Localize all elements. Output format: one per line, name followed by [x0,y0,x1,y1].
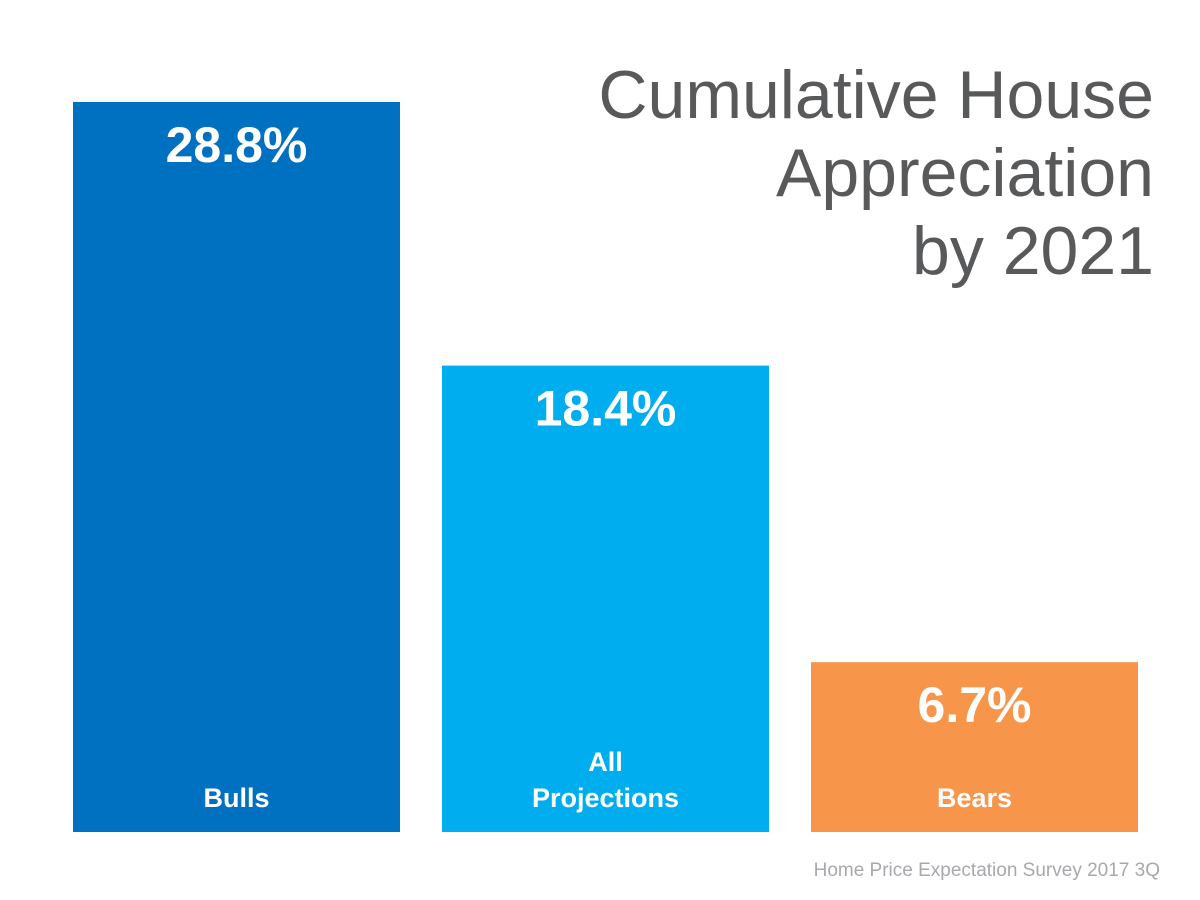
chart-title-line-3: by 2021 [912,213,1154,289]
bar-label-bears: Bears [937,783,1012,813]
chart-title: Cumulative House Appreciation by 2021 [454,56,1154,290]
bar-value-bulls: 28.8% [166,117,308,173]
bar-label-all-projections-line-1: All [588,747,623,777]
bar-label-all-projections-line-2: Projections [532,783,679,813]
source-note: Home Price Expectation Survey 2017 3Q [813,860,1160,881]
bar-all-projections [442,365,769,832]
bar-bears [811,662,1138,832]
bar-label-bulls: Bulls [203,783,269,813]
bar-value-bears: 6.7% [918,677,1032,733]
chart-title-line-1: Cumulative House [598,57,1154,133]
bar-bulls [73,102,400,832]
bar-value-all-projections: 18.4% [535,381,677,437]
chart-title-line-2: Appreciation [775,135,1154,211]
